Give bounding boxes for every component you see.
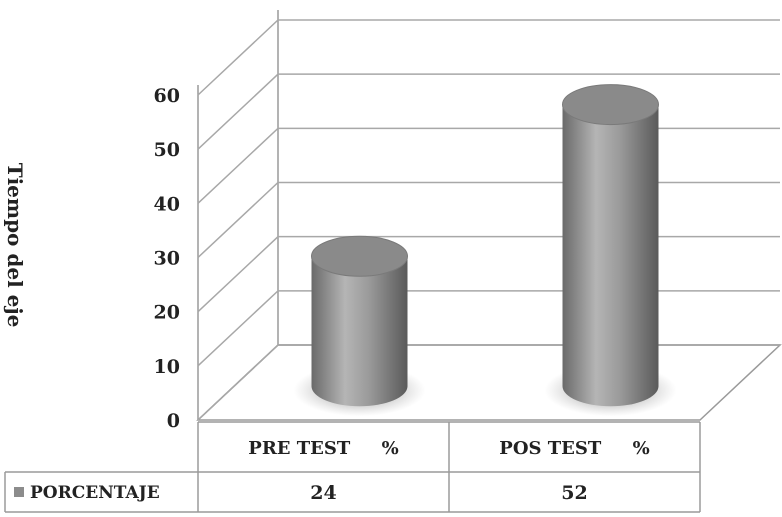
- gridline: [197, 19, 780, 96]
- bar-1: [544, 84, 677, 417]
- bar-0: [293, 235, 426, 417]
- y-tick-label: 10: [154, 356, 180, 378]
- legend-swatch: [14, 487, 24, 497]
- gridlines: [197, 19, 780, 421]
- y-tick-label: 40: [154, 193, 180, 215]
- y-tick-label: 0: [167, 410, 180, 432]
- data-table: PRE TEST % 24 POS TEST % 52 PORCENTAJE: [4, 421, 701, 513]
- gridline: [197, 344, 780, 421]
- data-label: 52: [561, 482, 587, 504]
- x-tick-label: PRE TEST %: [248, 438, 398, 459]
- y-tick-label: 30: [154, 248, 180, 270]
- chart-walls: [196, 10, 782, 421]
- gridline: [197, 181, 780, 259]
- bar-top: [311, 235, 408, 277]
- data-label: 24: [310, 482, 336, 504]
- bars: [293, 84, 677, 417]
- gridline: [197, 127, 780, 204]
- x-tick-label: POS TEST %: [499, 438, 649, 459]
- floor: [196, 344, 782, 421]
- y-axis-ticks: 0 10 20 30 40 50 60: [154, 85, 180, 432]
- bar-body: [311, 256, 408, 407]
- y-tick-label: 60: [154, 85, 180, 107]
- legend-label: PORCENTAJE: [30, 483, 160, 503]
- wall-edges: [197, 10, 780, 421]
- bar-body: [562, 104, 659, 407]
- gridline: [197, 290, 780, 367]
- y-tick-label: 20: [154, 302, 180, 324]
- y-tick-label: 50: [154, 139, 180, 161]
- gridline: [197, 73, 780, 150]
- gridline: [197, 235, 780, 313]
- y-axis-label: Tiempo del eje: [3, 163, 27, 328]
- bar-top: [562, 84, 659, 126]
